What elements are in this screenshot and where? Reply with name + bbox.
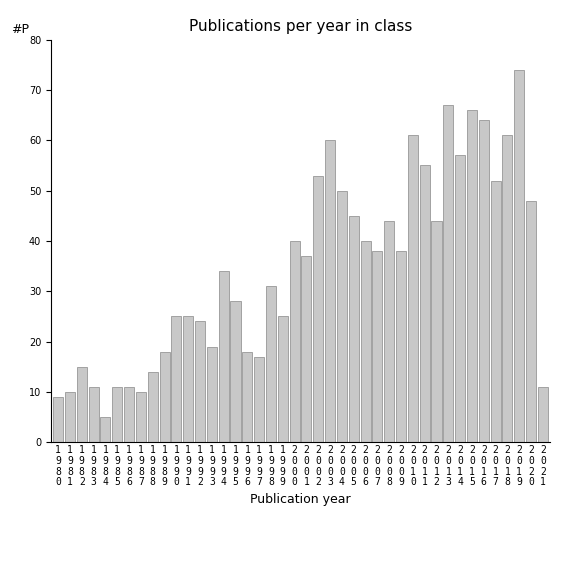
Bar [396,251,406,442]
Bar [207,346,217,442]
Bar [266,286,276,442]
Bar [77,367,87,442]
Bar [278,316,288,442]
Bar [136,392,146,442]
Bar [431,221,442,442]
Bar [325,141,335,442]
Bar [65,392,75,442]
Bar [490,180,501,442]
Bar [88,387,99,442]
Bar [361,241,371,442]
Bar [124,387,134,442]
Title: Publications per year in class: Publications per year in class [189,19,412,35]
Bar [242,352,252,442]
Bar [420,166,430,442]
Bar [171,316,181,442]
Bar [313,176,323,442]
Bar [100,417,111,442]
Bar [219,271,229,442]
Bar [230,302,240,442]
Bar [526,201,536,442]
Bar [53,397,63,442]
Text: #P: #P [11,23,29,36]
Bar [455,155,465,442]
Bar [384,221,394,442]
Bar [195,321,205,442]
Bar [479,120,489,442]
Bar [514,70,524,442]
Bar [349,216,359,442]
Bar [147,372,158,442]
Bar [373,251,382,442]
Bar [408,136,418,442]
Bar [159,352,170,442]
Bar [112,387,122,442]
Bar [502,136,513,442]
X-axis label: Publication year: Publication year [250,493,351,506]
Bar [467,110,477,442]
Bar [443,105,454,442]
Bar [254,357,264,442]
Bar [337,191,347,442]
Bar [290,241,299,442]
Bar [538,387,548,442]
Bar [302,256,311,442]
Bar [183,316,193,442]
